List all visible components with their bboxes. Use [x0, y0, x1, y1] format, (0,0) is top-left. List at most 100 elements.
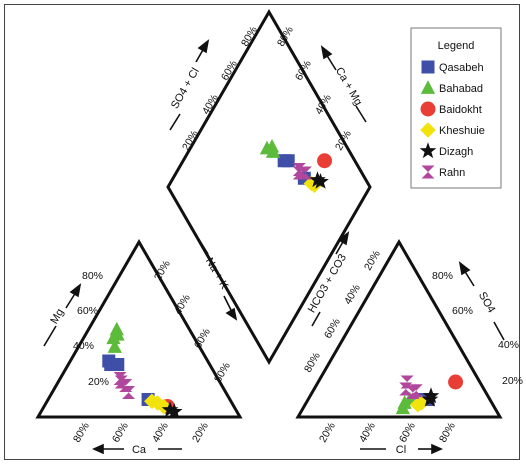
- point-cation-bahabad-0: [107, 339, 122, 353]
- legend-label-bahabad: Bahabad: [439, 83, 483, 95]
- legend-label-baidokht: Baidokht: [439, 104, 482, 116]
- series-dizagh: [161, 171, 440, 419]
- point-cation-dizagh-1: [165, 403, 183, 419]
- legend-item-baidokht: Baidokht: [420, 101, 482, 117]
- legend-items: Qasabeh Bahabad Baidokht Kheshuie Dizagh Rahn: [419, 60, 485, 179]
- point-cation-qasabeh-2: [111, 358, 125, 371]
- point-cation-kheshuie-2: [155, 398, 172, 415]
- arrow-nak-head: [225, 307, 238, 321]
- point-diamond-qasabeh-1: [277, 154, 291, 168]
- legend-item-dizagh: Dizagh: [419, 142, 473, 159]
- legend-marker-kheshuie: [420, 122, 436, 138]
- axis-label-ca: Ca: [132, 444, 147, 456]
- axis-label-so4-right: SO4: [476, 290, 497, 315]
- point-anion-rahn-3: [409, 384, 423, 398]
- tick-label-an-right-1: 40%: [498, 339, 519, 351]
- point-diamond-rahn-0: [292, 163, 306, 176]
- axis-label-mg: Mg: [48, 307, 66, 326]
- arrow-so4cl-head: [197, 39, 210, 54]
- tick-label-ct-bottom-1: 60%: [110, 420, 131, 444]
- legend-marker-dizagh: [419, 142, 437, 159]
- point-diamond-baidokht-0: [317, 153, 333, 169]
- arrow-nak: [197, 237, 209, 255]
- arrow-hco3-head: [337, 231, 350, 246]
- axis-label-ca-mg: Ca + Mg: [333, 65, 364, 107]
- arrow-cl-head: [431, 443, 443, 455]
- tick-label-an-bottom-1: 40%: [357, 420, 378, 444]
- arrow-so4-right-head: [458, 261, 471, 276]
- tick-label-ct-bottom-2: 40%: [150, 420, 171, 444]
- cation-triangle: [35, 238, 243, 419]
- tick-label-ct-bottom-0: 80%: [71, 420, 92, 444]
- legend-label-rahn: Rahn: [439, 167, 465, 179]
- axis-label-cl: Cl: [396, 444, 406, 456]
- point-cation-rahn-0: [114, 375, 128, 389]
- tick-label-ct-right-0: 20%: [152, 258, 173, 282]
- tick-label-an-left-3: 80%: [302, 350, 323, 374]
- point-diamond-bahabad-2: [264, 138, 280, 153]
- legend-item-bahabad: Bahabad: [420, 80, 483, 95]
- legend-item-rahn: Rahn: [421, 165, 465, 179]
- arrow-so4-right-2: [493, 321, 505, 341]
- arrow-mg-head: [69, 283, 82, 298]
- legend-item-kheshuie: Kheshuie: [420, 122, 485, 138]
- point-diamond-dizagh-1: [312, 173, 329, 189]
- tick-label-ct-left-0: 20%: [88, 376, 109, 388]
- tick-label-an-bottom-0: 20%: [317, 420, 338, 444]
- tick-label-an-right-0: 20%: [502, 375, 523, 387]
- tick-label-dm-ul-3: 80%: [239, 24, 260, 48]
- legend-label-qasabeh: Qasabeh: [439, 62, 484, 74]
- anion-triangle: [295, 238, 503, 419]
- tick-label-an-left-0: 20%: [362, 248, 383, 272]
- legend-marker-bahabad: [420, 80, 436, 94]
- point-cation-rahn-2: [122, 386, 136, 399]
- tick-label-dm-ur-2: 60%: [293, 58, 314, 82]
- axis-arrows: [43, 39, 505, 455]
- tick-label-ct-bottom-3: 20%: [190, 420, 211, 444]
- point-anion-rahn-1: [400, 375, 414, 389]
- legend-marker-baidokht: [420, 101, 436, 117]
- series-rahn: [113, 163, 423, 399]
- legend-title: Legend: [438, 40, 475, 52]
- tick-label-an-left-2: 60%: [322, 316, 343, 340]
- tick-label-ct-left-1: 40%: [73, 340, 94, 352]
- arrow-so4cl: [169, 113, 181, 131]
- data-points: [102, 138, 464, 419]
- tick-label-ct-right-2: 60%: [192, 326, 213, 350]
- arrow-camg-head: [320, 45, 333, 60]
- tick-label-dm-ul-1: 40%: [200, 92, 221, 116]
- point-cation-kheshuie-1: [144, 393, 160, 410]
- diagram-frames: [35, 8, 503, 419]
- legend-label-kheshuie: Kheshuie: [439, 125, 485, 137]
- tick-label-ct-right-3: 80%: [212, 360, 233, 384]
- arrow-ca-head: [92, 443, 104, 455]
- tick-label-an-bottom-3: 80%: [437, 420, 458, 444]
- legend-marker-qasabeh: [421, 60, 435, 74]
- tick-label-an-right-3: 80%: [432, 270, 453, 282]
- point-anion-baidokht-0: [448, 374, 464, 390]
- arrow-nak-2: [223, 295, 233, 313]
- arrow-camg: [355, 105, 367, 123]
- tick-label-an-left-1: 40%: [342, 282, 363, 306]
- point-diamond-rahn-3: [292, 166, 306, 180]
- legend: Legend Qasabeh Bahabad Baidokht Kheshuie Diz…: [410, 27, 502, 189]
- tick-label-ct-left-2: 60%: [77, 305, 98, 317]
- tick-label-dm-ul-0: 20%: [180, 128, 201, 152]
- tick-label-dm-ur-0: 20%: [333, 128, 354, 152]
- legend-label-dizagh: Dizagh: [439, 146, 473, 158]
- arrow-mg: [43, 325, 57, 347]
- point-cation-bahabad-3: [109, 321, 124, 336]
- legend-marker-rahn: [421, 165, 435, 179]
- axis-label-na-k: Na + K: [203, 256, 231, 292]
- tick-label-an-bottom-2: 60%: [397, 420, 418, 444]
- tick-label-an-right-2: 60%: [452, 305, 473, 317]
- axis-label-so4-cl: SO4 + Cl: [169, 66, 202, 111]
- tick-label-ct-left-3: 80%: [82, 270, 103, 282]
- point-cation-rahn-3: [113, 372, 127, 385]
- diamond-field: [166, 8, 372, 366]
- tick-label-ct-right-1: 40%: [172, 292, 193, 316]
- series-qasabeh: [102, 154, 435, 406]
- legend-item-qasabeh: Qasabeh: [421, 60, 484, 74]
- point-anion-dizagh-1: [422, 387, 440, 404]
